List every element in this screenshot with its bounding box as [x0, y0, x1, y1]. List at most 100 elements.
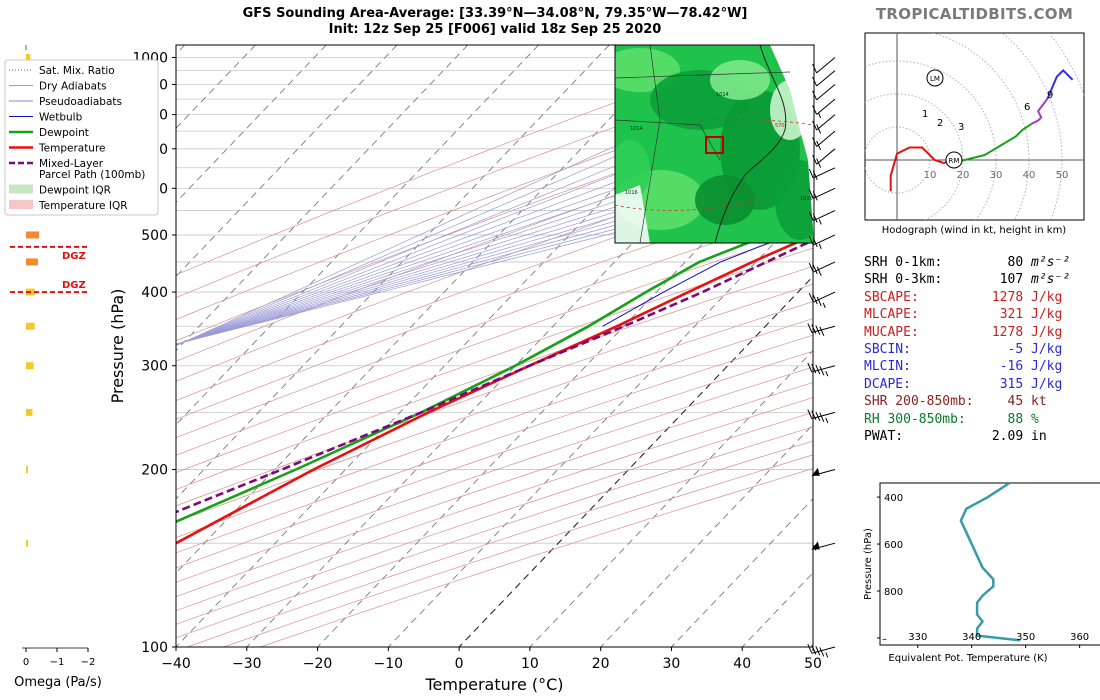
wind-barb [807, 323, 836, 336]
hodograph-height-label: 3 [958, 122, 964, 133]
wind-barb [812, 130, 836, 151]
x-tick-label: −20 [303, 656, 333, 672]
title-line-1: GFS Sounding Area-Average: [33.39°N—34.0… [242, 6, 748, 21]
barb-staff [811, 325, 836, 333]
legend-label: Dry Adiabats [39, 81, 107, 93]
barb-full [816, 296, 822, 307]
barb-staff [811, 411, 836, 420]
dry-adiabat [176, 266, 813, 490]
stat-row: SBCAPE: 1278 J/kg [864, 289, 1079, 306]
stat-key: PWAT: [864, 429, 904, 445]
legend-item: Dewpoint [9, 127, 89, 139]
storm-motion-label: RM [949, 157, 960, 165]
y-tick-label: 200 [141, 463, 168, 479]
omega-bar [26, 322, 35, 330]
sounding-area-box [705, 136, 724, 154]
barb-full [816, 158, 822, 168]
parcel-path-line [176, 238, 813, 514]
legend-label: Sat. Mix. Ratio [39, 65, 115, 77]
theta-x-tick-label: 360 [1070, 632, 1089, 643]
theta-e-panel: 330 340 350 360 400 600 800 –Equivalent Pot. Te… [863, 482, 1100, 664]
title-line-2: Init: 12z Sep 25 [F006] valid 18z Sep 25… [328, 22, 662, 37]
barb-full [808, 211, 814, 221]
skewt-profiles: 72F78F [176, 216, 813, 545]
wind-barb [808, 291, 836, 309]
chart-title: GFS Sounding Area-Average: [33.39°N—34.0… [160, 6, 830, 38]
contour-label: 570 [775, 123, 785, 129]
ocean-area [770, 45, 814, 243]
y-axis-label: Pressure (hPa) [108, 289, 127, 404]
hodograph-tick-label: 20 [957, 170, 970, 181]
wind-barb [812, 114, 836, 134]
theta-y-tick-label: 600 [884, 540, 903, 551]
y-tick-label: 400 [141, 285, 168, 301]
barb-staff [811, 646, 836, 654]
omega-bar [26, 258, 38, 266]
stat-value: 1278 [991, 289, 1031, 305]
barb-full [812, 294, 818, 305]
barb-staff [811, 365, 836, 373]
barb-full [816, 266, 822, 277]
legend-label: Wetbulb [39, 112, 83, 124]
omega-bar [26, 362, 34, 370]
legend-label: Mixed-Layer [39, 158, 104, 170]
barb-full [812, 191, 818, 201]
brand-watermark: TROPICALTIDBITS.COM [875, 5, 1074, 23]
omega-tick-label: 0 [23, 657, 29, 668]
barb-full [819, 326, 825, 336]
barb-staff [816, 114, 836, 131]
wind-barbs [807, 57, 836, 658]
map-content: 570 1014 1016 1014 1016 [615, 45, 814, 243]
stat-row: PWAT: 2.09 in [864, 428, 1079, 445]
stat-row: DCAPE: 315 J/kg [864, 376, 1079, 393]
legend-label: Pseudoadiabats [39, 96, 122, 108]
precip-area [695, 175, 755, 225]
stat-row: SBCIN: -5 J/kg [864, 341, 1079, 358]
dry-adiabat [176, 283, 813, 507]
barb-staff [813, 234, 836, 246]
stat-value: 107 [999, 272, 1031, 288]
omega-axis-label: Omega (Pa/s) [14, 675, 102, 690]
y-tick-label: 300 [141, 359, 168, 375]
hodograph-height-label: 1 [922, 109, 928, 120]
barb-full [811, 324, 817, 334]
barb-staff [816, 57, 836, 74]
barb-full [815, 364, 821, 375]
barb-full [811, 410, 817, 420]
legend-swatch [9, 184, 33, 194]
dewpoint-line [176, 216, 813, 524]
state-border [615, 119, 721, 161]
barb-staff [816, 84, 836, 101]
barb-staff [816, 148, 836, 165]
temperature-line [176, 233, 813, 545]
precip-area [710, 60, 770, 100]
barb-full [812, 90, 818, 101]
barb-full [812, 76, 818, 87]
isotherm [176, 45, 681, 574]
stat-row: SHR 200-850mb: 45 kt [864, 393, 1079, 410]
barb-staff [816, 130, 836, 147]
theta-y-tick-label: 800 [884, 587, 903, 598]
isotherm [176, 45, 610, 500]
x-tick-label: 50 [804, 656, 822, 672]
hodograph-tick-label: 10 [924, 170, 937, 181]
stat-unit: J/kg [1031, 376, 1063, 392]
stat-value: 2.09 [991, 429, 1031, 445]
barb-full [816, 140, 822, 151]
theta-content [959, 483, 1021, 642]
stat-unit: J/kg [1031, 289, 1063, 305]
stat-key: DCAPE: [864, 376, 911, 392]
wind-barb [808, 187, 836, 201]
wind-barb [812, 148, 836, 168]
mixing-ratio-label: 6 [826, 225, 831, 234]
x-tick-label: 20 [592, 656, 610, 672]
legend-item: Temperature IQR [9, 200, 128, 212]
legend-label: Parcel Path (100mb) [39, 169, 145, 181]
contour-label: 1014 [630, 126, 643, 132]
omega-bar [26, 408, 33, 416]
barb-full [812, 237, 818, 248]
legend-label: Dewpoint IQR [39, 185, 111, 197]
hodograph-content: 10 20 30 40 50 12 3 6 9 LM RM [865, 33, 1084, 220]
